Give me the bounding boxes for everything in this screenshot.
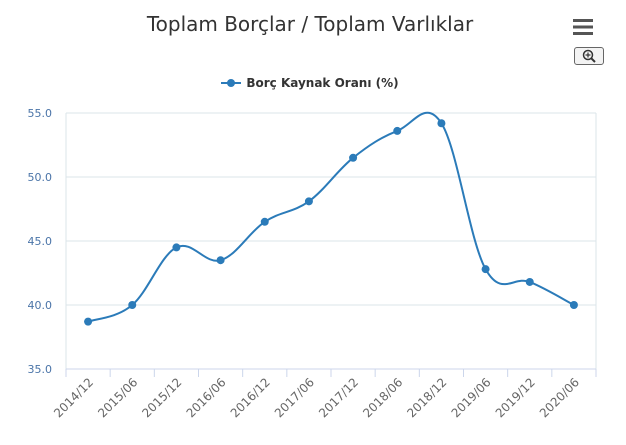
y-tick-label: 50.0 (28, 171, 53, 184)
y-tick-label: 35.0 (28, 363, 53, 376)
data-point[interactable] (260, 217, 269, 226)
zoom-button[interactable] (574, 47, 604, 65)
x-tick-label: 2020/06 (537, 375, 582, 420)
data-point[interactable] (569, 301, 578, 309)
x-tick-label: 2018/06 (360, 375, 405, 420)
legend-item[interactable]: Borç Kaynak Oranı (%) (221, 76, 399, 90)
x-tick-label: 2017/12 (316, 375, 361, 420)
y-tick-label: 55.0 (28, 107, 53, 120)
data-point[interactable] (128, 301, 137, 309)
x-tick-label: 2019/06 (449, 375, 494, 420)
data-point[interactable] (84, 317, 93, 326)
hamburger-menu-icon (573, 19, 593, 35)
data-point[interactable] (481, 265, 490, 274)
x-tick-label: 2014/12 (51, 375, 96, 420)
x-tick-label: 2016/06 (184, 375, 229, 420)
data-point[interactable] (393, 126, 402, 135)
x-tick-label: 2019/12 (493, 375, 538, 420)
x-tick-label: 2018/12 (404, 375, 449, 420)
legend-label: Borç Kaynak Oranı (%) (246, 76, 399, 90)
series-line (87, 111, 575, 323)
x-tick-label: 2015/06 (95, 375, 140, 420)
data-point[interactable] (304, 197, 313, 206)
x-tick-label: 2015/12 (139, 375, 184, 420)
data-point[interactable] (525, 277, 534, 286)
data-point[interactable] (172, 243, 181, 252)
y-tick-label: 40.0 (28, 299, 53, 312)
chart-legend: Borç Kaynak Oranı (%) (0, 76, 620, 90)
x-tick-label: 2016/12 (228, 375, 273, 420)
legend-marker (221, 79, 242, 87)
zoom-in-icon (582, 49, 596, 63)
data-point[interactable] (349, 153, 358, 162)
menu-button[interactable] (570, 16, 596, 38)
x-tick-label: 2017/06 (272, 375, 317, 420)
data-point[interactable] (216, 256, 225, 265)
chart-title: Toplam Borçlar / Toplam Varlıklar (146, 12, 474, 36)
y-tick-label: 45.0 (28, 235, 53, 248)
data-point[interactable] (437, 119, 446, 128)
